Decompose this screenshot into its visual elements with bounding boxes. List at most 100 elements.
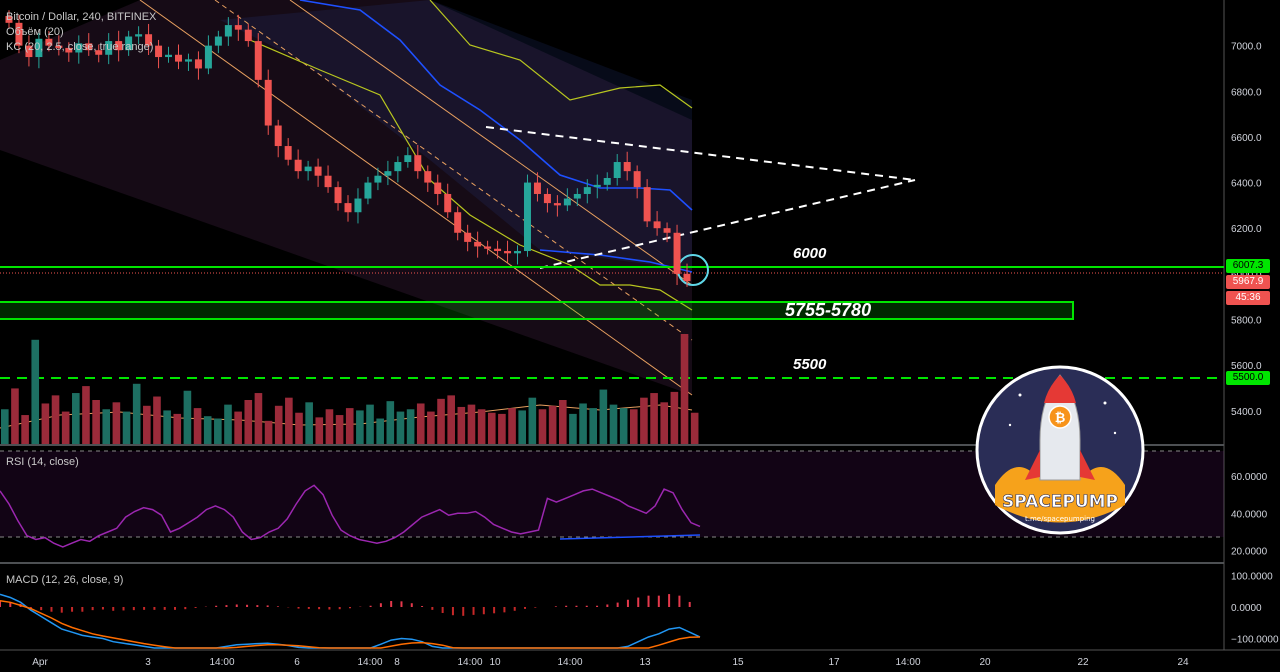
volume-bar [173, 413, 182, 444]
volume-bar [396, 411, 405, 444]
candle-body [105, 41, 113, 55]
candle-body [264, 79, 272, 126]
candles-group [5, 10, 691, 287]
candle-body [25, 45, 33, 58]
candle-body [533, 182, 541, 194]
candle-body [204, 45, 212, 69]
volume-bar [609, 404, 618, 444]
tag-green-level: 6007.3 [1226, 259, 1270, 273]
zone-5755-5780[interactable] [0, 301, 1074, 320]
candle-body [284, 146, 292, 160]
candle-body [314, 166, 322, 176]
volume-bar [660, 402, 669, 444]
candle-body [603, 178, 611, 185]
candle-body [593, 184, 601, 188]
candle-body [5, 15, 13, 23]
price-tick-label: 5800.0 [1231, 315, 1262, 326]
candle-body [404, 155, 412, 163]
candle-body [344, 203, 352, 213]
candle-body [573, 193, 581, 199]
candle-body [165, 54, 173, 58]
channel-upper-line [289, 0, 693, 286]
keltner-channel-fill [0, 0, 692, 395]
label-zone: 5755-5780 [785, 300, 872, 320]
rsi-pane-label[interactable]: RSI (14, close) [6, 456, 79, 468]
time-tick-label: 8 [394, 657, 400, 668]
candle-body [214, 36, 222, 46]
candle-body [15, 22, 23, 46]
volume-bar [234, 411, 242, 444]
candle-body [424, 171, 432, 183]
time-tick-label: 20 [979, 657, 991, 668]
volume-bar [11, 388, 19, 444]
candle-body [184, 59, 192, 62]
rsi-tick-label: 20.0000 [1231, 547, 1268, 558]
candle-body [334, 187, 342, 204]
candle-body [194, 59, 202, 69]
logo-title: SPACEPUMP [1002, 492, 1118, 512]
volume-bar [305, 402, 313, 444]
time-tick-label: 14:00 [357, 657, 382, 668]
candle-body [224, 25, 232, 37]
volume-bar [406, 409, 415, 444]
macd-signal-line [0, 599, 701, 649]
candle-body [663, 228, 671, 233]
kc-upper-band [429, 0, 693, 109]
logo-subtitle: t.me/spacepumping [1025, 515, 1095, 523]
volume-bar [153, 396, 161, 444]
candle-body [434, 182, 442, 194]
volume-bar [447, 395, 455, 444]
time-tick-label: 13 [639, 657, 651, 668]
volume-bar [690, 412, 699, 444]
volume-bar [254, 393, 263, 444]
volume-bar [416, 403, 425, 444]
legend-volume[interactable]: Объём (20) [6, 26, 64, 38]
time-tick-label: 6 [294, 657, 300, 668]
candle-body [613, 162, 621, 178]
price-tick-label: 5600.0 [1231, 361, 1262, 372]
volume-bar [477, 409, 486, 444]
volume-bar [640, 397, 648, 444]
candle-body [444, 193, 452, 213]
candle-body [55, 45, 63, 48]
candle-body [125, 36, 133, 51]
volume-bar [214, 418, 222, 444]
volume-bar [569, 413, 577, 444]
candle-body [175, 54, 182, 62]
volume-bar [183, 390, 192, 444]
price-tick-label: 5400.0 [1231, 407, 1262, 418]
time-tick-label: 24 [1177, 657, 1189, 668]
volume-bar [356, 410, 364, 444]
candle-body [653, 221, 661, 229]
candle-body [354, 198, 362, 213]
candle-body [384, 171, 392, 176]
rsi-tick-label: 60.0000 [1231, 472, 1268, 483]
volume-bar [51, 395, 60, 444]
macd-tick-label: −100.0000 [1231, 635, 1279, 646]
volume-bar [102, 409, 111, 444]
spacepump-logo[interactable]: ₿ SPACEPUMP t.me/spacepumping [975, 365, 1145, 535]
candle-body [414, 155, 422, 172]
volume-bar [437, 398, 445, 444]
volume-bar [528, 397, 537, 444]
macd-pane-label[interactable]: MACD (12, 26, close, 9) [6, 574, 124, 586]
legend-symbol[interactable]: Bitcoin / Dollar, 240, BITFINEX [6, 11, 157, 23]
time-tick-label: 10 [489, 657, 501, 668]
volume-bar [599, 389, 608, 444]
candle-body [514, 251, 521, 254]
legend-kc[interactable]: KC (20, 2.5, close, true range) [6, 41, 154, 53]
volume-bar [193, 408, 202, 444]
volume-bar [21, 415, 29, 444]
time-tick-label: 14:00 [209, 657, 234, 668]
candle-body [274, 125, 282, 147]
candle-body [304, 166, 312, 172]
volume-bar [274, 405, 283, 444]
candle-body [155, 45, 163, 58]
time-tick-label: Apr [32, 657, 48, 668]
volume-bar [203, 416, 212, 444]
volume-bar [61, 411, 70, 444]
time-tick-label: 14:00 [895, 657, 920, 668]
volume-bar [487, 412, 496, 444]
candle-body [484, 246, 492, 249]
